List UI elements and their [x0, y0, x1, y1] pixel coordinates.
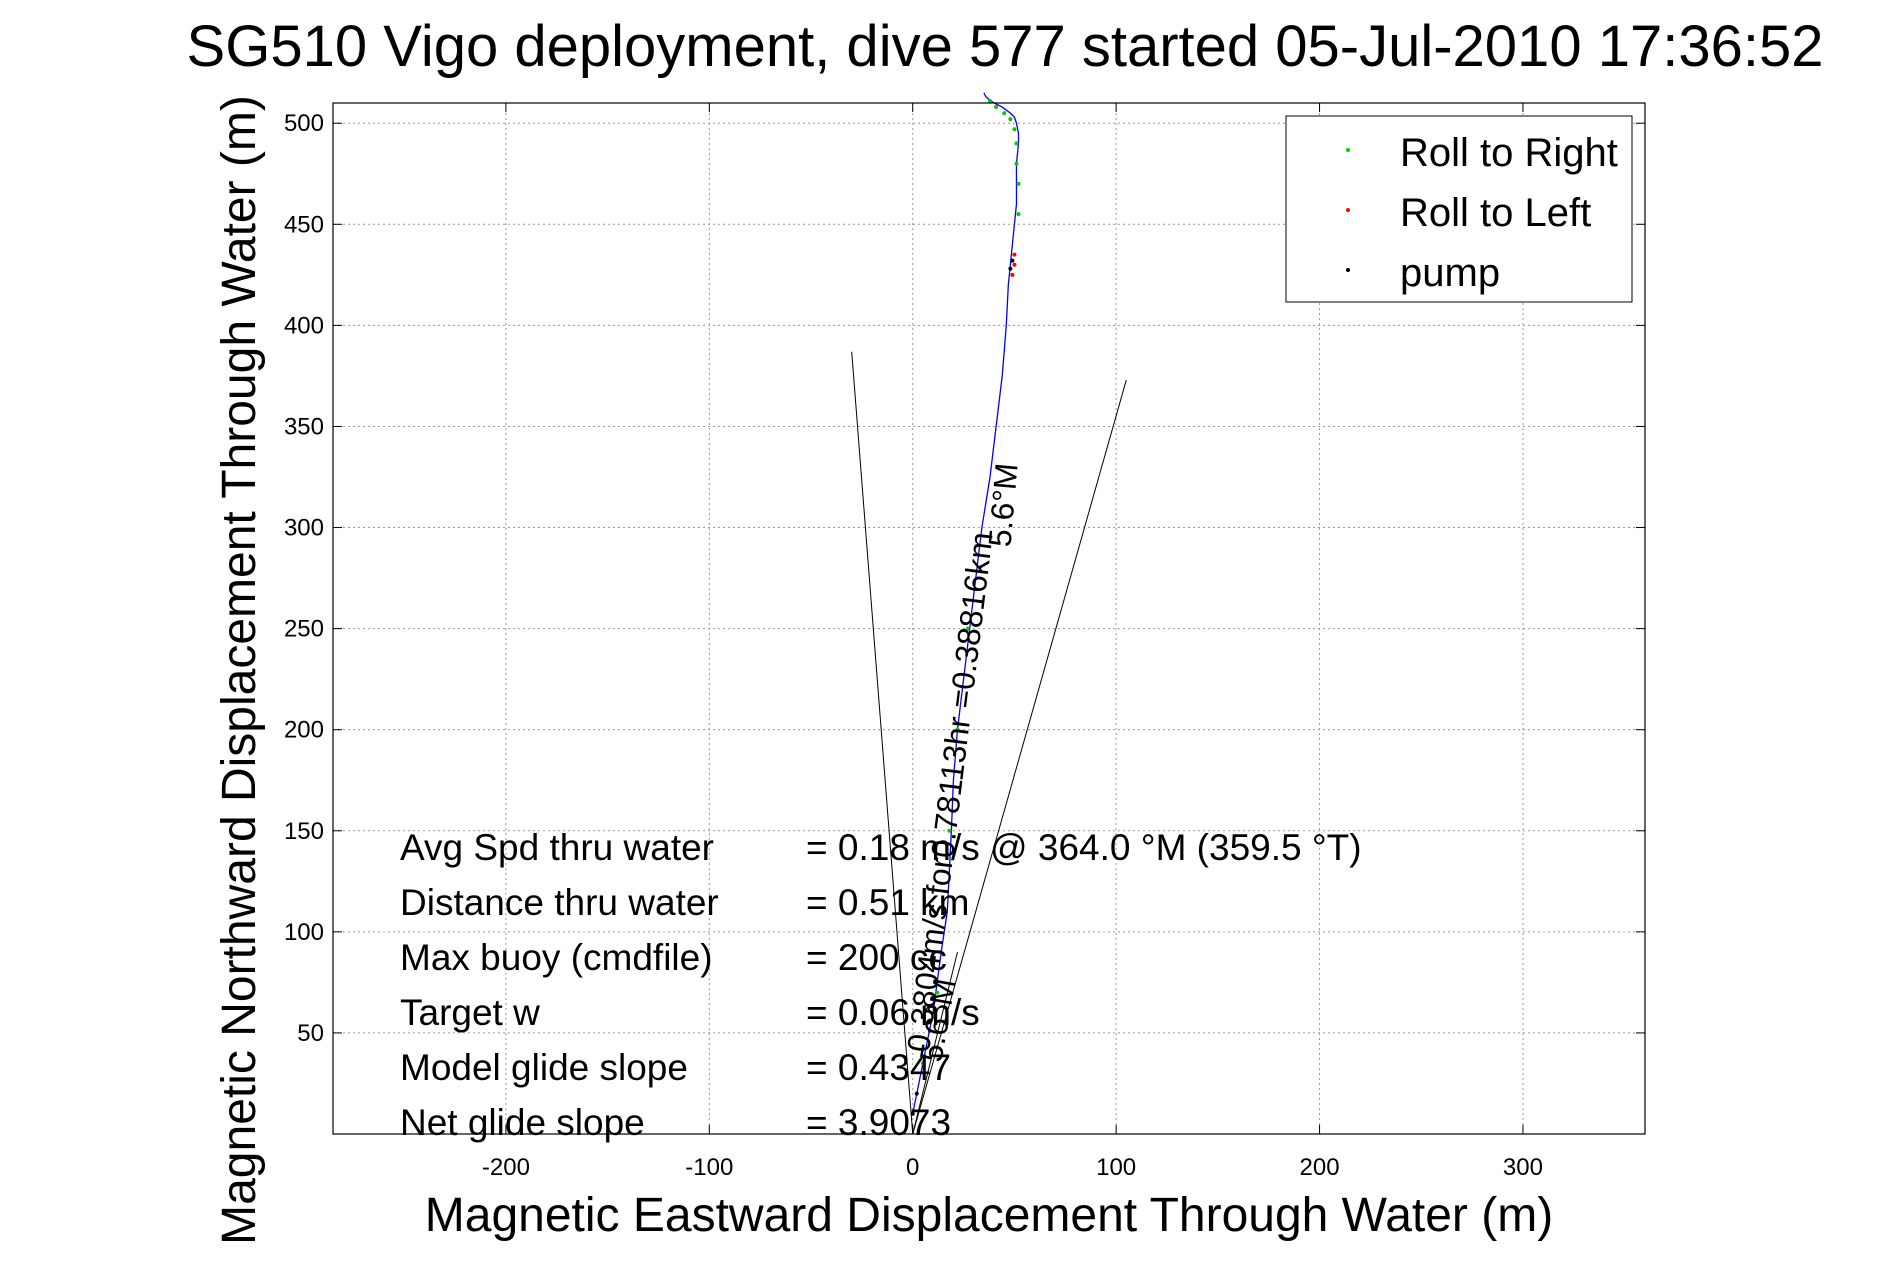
- roll-right-point: [955, 727, 960, 732]
- annotation-value: = 3.9073: [806, 1102, 951, 1143]
- y-tick-label: 300: [284, 515, 324, 542]
- y-tick-label: 250: [284, 616, 324, 643]
- roll-right-point: [1012, 127, 1017, 132]
- x-tick-label: 300: [1503, 1154, 1543, 1181]
- x-tick-label: 0: [906, 1154, 919, 1181]
- roll-right-point: [1016, 181, 1021, 186]
- legend-marker: [1346, 268, 1350, 272]
- heading-lines: [851, 351, 1127, 1135]
- marker-points: [910, 98, 1021, 1116]
- roll-right-point: [1014, 141, 1019, 146]
- annotation-value: = 0.18 m/s @ 364.0 °M (359.5 °T): [806, 827, 1362, 868]
- pump-point: [910, 1111, 915, 1116]
- roll-left-point: [1012, 262, 1017, 267]
- y-axis-label: Magnetic Northward Displacement Through …: [213, 95, 266, 1245]
- y-tick-label: 500: [284, 110, 324, 137]
- annotation-label: Max buoy (cmdfile): [400, 937, 713, 978]
- x-ticks: -200 -100 0 100 200 300: [482, 103, 1543, 1181]
- y-tick-label: 50: [297, 1020, 324, 1047]
- roll-left-point: [1012, 252, 1017, 257]
- y-tick-label: 200: [284, 717, 324, 744]
- pump-point: [914, 1091, 919, 1096]
- annotation-label: Distance thru water: [400, 882, 719, 923]
- y-tick-label: 100: [284, 919, 324, 946]
- x-tick-label: -100: [685, 1154, 733, 1181]
- track-label: 5.6°M: [981, 462, 1024, 549]
- roll-right-point: [935, 990, 940, 995]
- roll-right-point: [1002, 111, 1007, 116]
- legend: Roll to Right Roll to Left pump: [1285, 115, 1633, 303]
- heading-line: [912, 951, 958, 1135]
- heading-line: [851, 351, 914, 1135]
- pump-point: [1010, 258, 1015, 263]
- legend-marker: [1346, 148, 1350, 152]
- roll-right-point: [965, 626, 970, 631]
- pump-point: [1008, 266, 1013, 271]
- x-tick-label: 200: [1300, 1154, 1340, 1181]
- annotation-block: Avg Spd thru water = 0.18 m/s @ 364.0 °M …: [400, 827, 1362, 1143]
- track-line: [912, 92, 1020, 1114]
- roll-left-point: [1010, 272, 1015, 277]
- annotation-value: = 0.06 m/s: [806, 992, 980, 1033]
- roll-right-point: [947, 828, 952, 833]
- annotation-value: = 0.51 km: [806, 882, 970, 923]
- heading-line: [912, 379, 1127, 1135]
- roll-right-point: [1016, 212, 1021, 217]
- y-tick-label: 450: [284, 211, 324, 238]
- roll-right-point: [920, 1061, 925, 1066]
- annotation-label: Model glide slope: [400, 1047, 688, 1088]
- y-tick-label: 150: [284, 818, 324, 845]
- x-tick-label: 100: [1096, 1154, 1136, 1181]
- roll-right-point: [994, 105, 999, 110]
- y-tick-label: 350: [284, 413, 324, 440]
- roll-right-point: [1014, 161, 1019, 166]
- annotation-value: = 200 cc: [806, 937, 947, 978]
- annotation-label: Net glide slope: [400, 1102, 645, 1143]
- legend-label: Roll to Right: [1400, 131, 1618, 175]
- dive-track: [912, 92, 1020, 1114]
- roll-right-point: [988, 98, 993, 103]
- roll-right-point: [1008, 117, 1013, 122]
- y-ticks: 50 100 150 200 250 300 350 400 450 500: [284, 110, 1645, 1047]
- y-tick-label: 400: [284, 312, 324, 339]
- annotation-label: Avg Spd thru water: [400, 827, 714, 868]
- grid: [333, 103, 1645, 1134]
- legend-box: [1285, 115, 1633, 303]
- legend-label: Roll to Left: [1400, 191, 1591, 235]
- legend-label: pump: [1400, 251, 1500, 295]
- annotation-value: = 0.4347: [806, 1047, 951, 1088]
- x-tick-label: -200: [482, 1154, 530, 1181]
- annotation-label: Target w: [400, 992, 540, 1033]
- x-axis-label: Magnetic Eastward Displacement Through W…: [425, 1189, 1553, 1242]
- chart-title: SG510 Vigo deployment, dive 577 started …: [187, 14, 1824, 79]
- legend-marker: [1346, 208, 1350, 212]
- plot-frame: [332, 102, 1646, 1135]
